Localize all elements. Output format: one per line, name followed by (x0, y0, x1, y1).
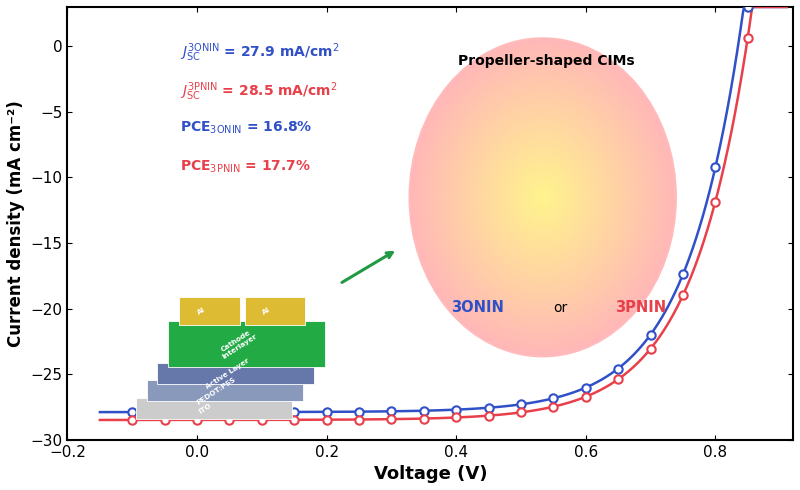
Ellipse shape (530, 181, 556, 213)
Ellipse shape (462, 101, 623, 294)
Ellipse shape (461, 99, 625, 295)
Ellipse shape (496, 141, 590, 253)
Ellipse shape (509, 157, 576, 237)
Ellipse shape (521, 172, 565, 223)
Ellipse shape (466, 105, 620, 290)
Ellipse shape (472, 113, 614, 281)
Ellipse shape (474, 115, 611, 279)
Ellipse shape (422, 53, 663, 342)
Ellipse shape (489, 133, 597, 261)
Ellipse shape (446, 81, 640, 314)
Ellipse shape (502, 149, 583, 245)
Ellipse shape (417, 47, 669, 347)
Ellipse shape (534, 187, 551, 207)
Ellipse shape (409, 37, 677, 357)
Ellipse shape (452, 89, 634, 305)
Ellipse shape (487, 131, 598, 263)
Ellipse shape (490, 135, 594, 259)
Ellipse shape (454, 91, 632, 303)
Ellipse shape (426, 57, 660, 338)
Ellipse shape (447, 83, 638, 312)
Ellipse shape (414, 43, 672, 351)
Ellipse shape (518, 167, 568, 227)
Ellipse shape (536, 189, 550, 205)
Ellipse shape (444, 79, 642, 316)
Ellipse shape (435, 69, 650, 325)
Ellipse shape (498, 143, 588, 251)
Ellipse shape (528, 179, 558, 215)
Ellipse shape (467, 107, 618, 287)
Ellipse shape (449, 85, 637, 309)
Ellipse shape (476, 117, 610, 277)
Ellipse shape (504, 151, 582, 244)
Text: 3ONIN: 3ONIN (451, 300, 504, 315)
Ellipse shape (437, 71, 649, 323)
Ellipse shape (492, 137, 593, 257)
Ellipse shape (524, 175, 561, 220)
Ellipse shape (470, 111, 615, 283)
Ellipse shape (541, 196, 545, 199)
Text: $J_{\rm SC}^{\rm 3PNIN}$ = 28.5 mA/cm$^2$: $J_{\rm SC}^{\rm 3PNIN}$ = 28.5 mA/cm$^2… (180, 80, 338, 103)
Ellipse shape (430, 63, 655, 331)
Ellipse shape (484, 127, 602, 268)
Ellipse shape (522, 173, 563, 221)
Text: 3PNIN: 3PNIN (615, 300, 666, 315)
Text: Propeller-shaped CIMs: Propeller-shaped CIMs (458, 54, 634, 68)
Ellipse shape (513, 161, 573, 233)
Ellipse shape (499, 146, 586, 249)
Ellipse shape (420, 51, 666, 343)
Ellipse shape (418, 49, 667, 345)
Ellipse shape (494, 139, 591, 255)
Ellipse shape (410, 39, 675, 355)
Ellipse shape (457, 95, 628, 299)
Text: PCE$_{\rm 3ONIN}$ = 16.8%: PCE$_{\rm 3ONIN}$ = 16.8% (180, 120, 312, 136)
Ellipse shape (526, 177, 559, 218)
Y-axis label: Current density (mA cm⁻²): Current density (mA cm⁻²) (7, 100, 25, 346)
Ellipse shape (464, 103, 622, 292)
Ellipse shape (539, 194, 546, 201)
Ellipse shape (415, 45, 670, 349)
Ellipse shape (538, 191, 548, 203)
Ellipse shape (506, 153, 580, 242)
Ellipse shape (438, 73, 646, 321)
Text: $J_{\rm SC}^{\rm 3ONIN}$ = 27.9 mA/cm$^2$: $J_{\rm SC}^{\rm 3ONIN}$ = 27.9 mA/cm$^2… (180, 42, 339, 64)
Ellipse shape (507, 155, 578, 239)
Ellipse shape (519, 170, 566, 225)
Text: or: or (554, 301, 568, 315)
Text: PCE$_{\rm 3PNIN}$ = 17.7%: PCE$_{\rm 3PNIN}$ = 17.7% (180, 158, 310, 175)
Ellipse shape (531, 183, 554, 211)
Ellipse shape (455, 93, 630, 301)
Ellipse shape (511, 159, 574, 235)
Ellipse shape (481, 123, 605, 271)
Ellipse shape (432, 65, 654, 329)
Ellipse shape (424, 55, 662, 340)
Ellipse shape (442, 77, 643, 318)
Ellipse shape (514, 163, 571, 231)
Ellipse shape (450, 87, 635, 307)
Ellipse shape (440, 75, 645, 319)
X-axis label: Voltage (V): Voltage (V) (374, 465, 487, 483)
Ellipse shape (469, 109, 617, 285)
Ellipse shape (516, 165, 570, 229)
Ellipse shape (434, 67, 652, 327)
Ellipse shape (459, 98, 626, 297)
Ellipse shape (427, 59, 658, 336)
Ellipse shape (482, 125, 603, 270)
Ellipse shape (429, 61, 657, 333)
Ellipse shape (479, 122, 606, 273)
Ellipse shape (501, 147, 585, 247)
Ellipse shape (533, 185, 553, 209)
Ellipse shape (478, 119, 608, 275)
Ellipse shape (486, 129, 600, 266)
Ellipse shape (412, 41, 674, 353)
